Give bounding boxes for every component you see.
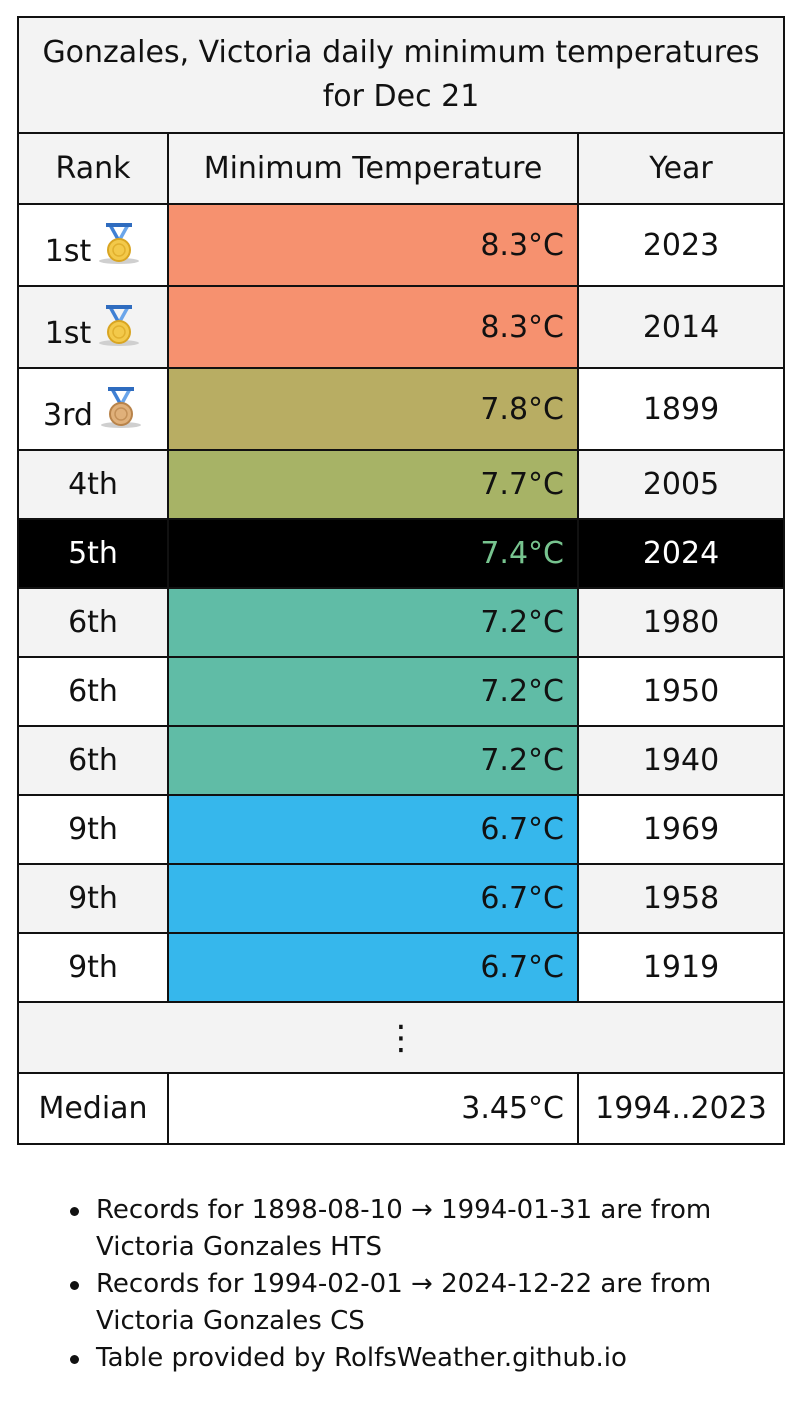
table-row: 9th 6.7°C 1958 bbox=[17, 863, 786, 934]
temperature-cell: 6.7°C bbox=[167, 794, 579, 865]
note-item: Table provided by RolfsWeather.github.io bbox=[70, 1340, 796, 1377]
rank-label: 9th bbox=[68, 950, 118, 985]
table-row: 6th 7.2°C 1940 bbox=[17, 725, 786, 796]
notes-list: Records for 1898-08-10 → 1994-01-31 are … bbox=[50, 1192, 796, 1377]
rank-label: 1st bbox=[44, 316, 92, 351]
gold-medal-icon bbox=[99, 305, 140, 346]
temperature-cell: 7.2°C bbox=[167, 656, 579, 727]
rank-label: 3rd bbox=[43, 398, 93, 433]
year-cell: 2014 bbox=[576, 285, 786, 369]
ranking-table: Gonzales, Victoria daily minimum tempera… bbox=[16, 16, 786, 1145]
rank-cell: 5th bbox=[17, 518, 169, 589]
temperature-cell: 8.3°C bbox=[167, 285, 579, 369]
rank-cell: 4th bbox=[17, 449, 169, 520]
temperature-cell: 7.4°C bbox=[167, 518, 579, 589]
table-row: 3rd 7.8°C 1899 bbox=[17, 367, 786, 451]
rank-cell: 1st bbox=[17, 203, 169, 287]
header-rank: Rank bbox=[17, 132, 169, 205]
note-item: Records for 1898-08-10 → 1994-01-31 are … bbox=[70, 1192, 796, 1266]
table-row: 1st 8.3°C 2014 bbox=[17, 285, 786, 369]
bronze-medal-icon bbox=[100, 387, 141, 428]
note-item: Records for 1994-02-01 → 2024-12-22 are … bbox=[70, 1266, 796, 1340]
rank-cell: 6th bbox=[17, 725, 169, 796]
rank-label: 6th bbox=[68, 743, 118, 778]
table-row: 9th 6.7°C 1919 bbox=[17, 932, 786, 1003]
rank-cell: 9th bbox=[17, 863, 169, 934]
rank-label: 9th bbox=[68, 881, 118, 916]
year-cell: 1950 bbox=[576, 656, 786, 727]
rank-label: 4th bbox=[68, 467, 118, 502]
table-row: 6th 7.2°C 1950 bbox=[17, 656, 786, 727]
rank-label: 1st bbox=[44, 234, 92, 269]
rank-cell: 6th bbox=[17, 656, 169, 727]
rank-label: 6th bbox=[68, 674, 118, 709]
gold-medal-icon bbox=[99, 223, 140, 264]
rank-cell: 6th bbox=[17, 587, 169, 658]
year-cell: 2023 bbox=[576, 203, 786, 287]
table-row-current-year: 5th 7.4°C 2024 bbox=[17, 518, 786, 589]
median-label: Median bbox=[17, 1072, 169, 1145]
temperature-cell: 6.7°C bbox=[167, 932, 579, 1003]
table-row: 1st 8.3°C 2023 bbox=[17, 203, 786, 287]
median-years: 1994..2023 bbox=[576, 1072, 786, 1145]
rank-label: 5th bbox=[68, 536, 118, 571]
more-rows-ellipsis: ⋮ bbox=[16, 1001, 786, 1074]
temperature-cell: 7.7°C bbox=[167, 449, 579, 520]
table-row: 6th 7.2°C 1980 bbox=[17, 587, 786, 658]
table-row: 4th 7.7°C 2005 bbox=[17, 449, 786, 520]
year-cell: 1899 bbox=[576, 367, 786, 451]
rank-cell: 1st bbox=[17, 285, 169, 369]
year-cell: 1958 bbox=[576, 863, 786, 934]
year-cell: 2024 bbox=[576, 518, 786, 589]
rank-label: 6th bbox=[68, 605, 118, 640]
temperature-cell: 7.2°C bbox=[167, 725, 579, 796]
temperature-cell: 7.8°C bbox=[167, 367, 579, 451]
table-body: 1st 8.3°C 2023 1st 8.3°C 2014 3rd 7.8°C 1899 4th 7… bbox=[17, 203, 786, 1003]
table-title: Gonzales, Victoria daily minimum tempera… bbox=[16, 16, 786, 134]
rank-cell: 9th bbox=[17, 794, 169, 865]
temperature-cell: 6.7°C bbox=[167, 863, 579, 934]
temperature-cell: 7.2°C bbox=[167, 587, 579, 658]
year-cell: 1980 bbox=[576, 587, 786, 658]
year-cell: 1969 bbox=[576, 794, 786, 865]
header-year: Year bbox=[576, 132, 786, 205]
rank-cell: 9th bbox=[17, 932, 169, 1003]
rank-label: 9th bbox=[68, 812, 118, 847]
temperature-cell: 8.3°C bbox=[167, 203, 579, 287]
year-cell: 1919 bbox=[576, 932, 786, 1003]
table-row: 9th 6.7°C 1969 bbox=[17, 794, 786, 865]
year-cell: 2005 bbox=[576, 449, 786, 520]
year-cell: 1940 bbox=[576, 725, 786, 796]
header-min-temperature: Minimum Temperature bbox=[167, 132, 579, 205]
median-temperature: 3.45°C bbox=[167, 1072, 579, 1145]
rank-cell: 3rd bbox=[17, 367, 169, 451]
